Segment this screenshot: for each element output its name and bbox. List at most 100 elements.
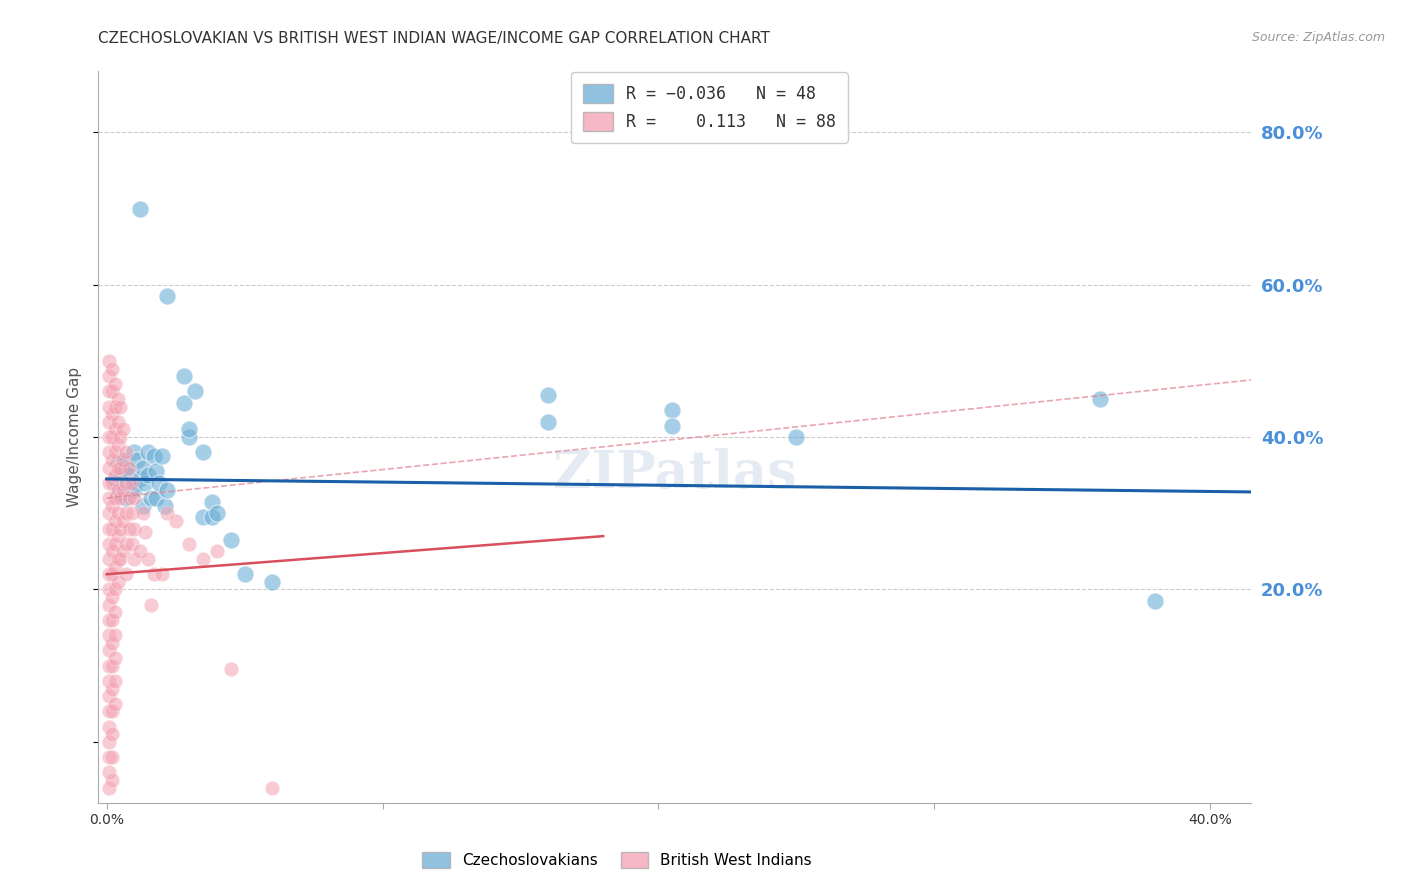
Point	[98, 400, 121, 414]
Point	[219, 533, 242, 547]
Point	[136, 468, 159, 483]
Point	[110, 400, 132, 414]
Point	[101, 521, 124, 535]
Point	[101, 430, 124, 444]
Point	[101, 681, 124, 696]
Point	[118, 491, 141, 505]
Point	[98, 460, 121, 475]
Point	[219, 663, 242, 677]
Point	[124, 445, 146, 459]
Point	[115, 491, 138, 505]
Point	[101, 544, 124, 558]
Point	[98, 445, 121, 459]
Point	[142, 449, 165, 463]
Point	[115, 475, 138, 490]
Text: ZIPatlas: ZIPatlas	[553, 448, 797, 500]
Point	[98, 705, 121, 719]
Point	[104, 651, 127, 665]
Point	[205, 544, 228, 558]
Point	[142, 567, 165, 582]
Point	[139, 491, 162, 505]
Point	[107, 574, 129, 589]
Point	[107, 415, 129, 429]
Point	[104, 468, 127, 483]
Point	[139, 598, 162, 612]
Point	[101, 567, 124, 582]
Point	[104, 422, 127, 436]
Point	[110, 552, 132, 566]
Point	[101, 590, 124, 604]
Legend: Czechoslovakians, British West Indians: Czechoslovakians, British West Indians	[415, 845, 820, 876]
Point	[112, 514, 135, 528]
Point	[121, 480, 143, 494]
Point	[101, 475, 124, 490]
Point	[98, 521, 121, 535]
Point	[98, 628, 121, 642]
Point	[98, 430, 121, 444]
Point	[262, 574, 284, 589]
Point	[115, 567, 138, 582]
Point	[101, 705, 124, 719]
Point	[98, 415, 121, 429]
Point	[179, 430, 201, 444]
Point	[145, 491, 167, 505]
Point	[104, 582, 127, 597]
Point	[150, 449, 173, 463]
Point	[98, 598, 121, 612]
Point	[101, 453, 124, 467]
Point	[107, 392, 129, 406]
Point	[156, 483, 179, 498]
Point	[107, 460, 129, 475]
Point	[101, 658, 124, 673]
Point	[101, 772, 124, 787]
Point	[134, 475, 156, 490]
Y-axis label: Wage/Income Gap: Wage/Income Gap	[67, 367, 83, 508]
Point	[184, 384, 207, 399]
Point	[193, 510, 215, 524]
Point	[118, 460, 141, 475]
Point	[107, 487, 129, 501]
Point	[98, 506, 121, 520]
Point	[1143, 594, 1166, 608]
Point	[121, 537, 143, 551]
Point	[112, 453, 135, 467]
Point	[131, 499, 153, 513]
Point	[112, 483, 135, 498]
Point	[145, 464, 167, 478]
Point	[134, 525, 156, 540]
Point	[104, 376, 127, 391]
Point	[156, 289, 179, 303]
Point	[104, 514, 127, 528]
Text: CZECHOSLOVAKIAN VS BRITISH WEST INDIAN WAGE/INCOME GAP CORRELATION CHART: CZECHOSLOVAKIAN VS BRITISH WEST INDIAN W…	[98, 31, 770, 46]
Point	[121, 506, 143, 520]
Point	[118, 468, 141, 483]
Point	[107, 529, 129, 543]
Point	[148, 475, 170, 490]
Point	[785, 430, 807, 444]
Point	[104, 628, 127, 642]
Point	[150, 567, 173, 582]
Point	[104, 491, 127, 505]
Point	[98, 643, 121, 657]
Point	[112, 544, 135, 558]
Point	[153, 499, 176, 513]
Point	[115, 537, 138, 551]
Point	[262, 780, 284, 795]
Point	[128, 202, 150, 216]
Point	[115, 445, 138, 459]
Point	[128, 472, 150, 486]
Point	[98, 582, 121, 597]
Point	[661, 418, 683, 433]
Point	[661, 403, 683, 417]
Point	[101, 407, 124, 421]
Point	[110, 430, 132, 444]
Point	[110, 464, 132, 478]
Point	[110, 491, 132, 505]
Point	[112, 422, 135, 436]
Point	[107, 483, 129, 498]
Point	[179, 422, 201, 436]
Point	[98, 750, 121, 764]
Point	[205, 506, 228, 520]
Point	[98, 384, 121, 399]
Point	[537, 388, 560, 402]
